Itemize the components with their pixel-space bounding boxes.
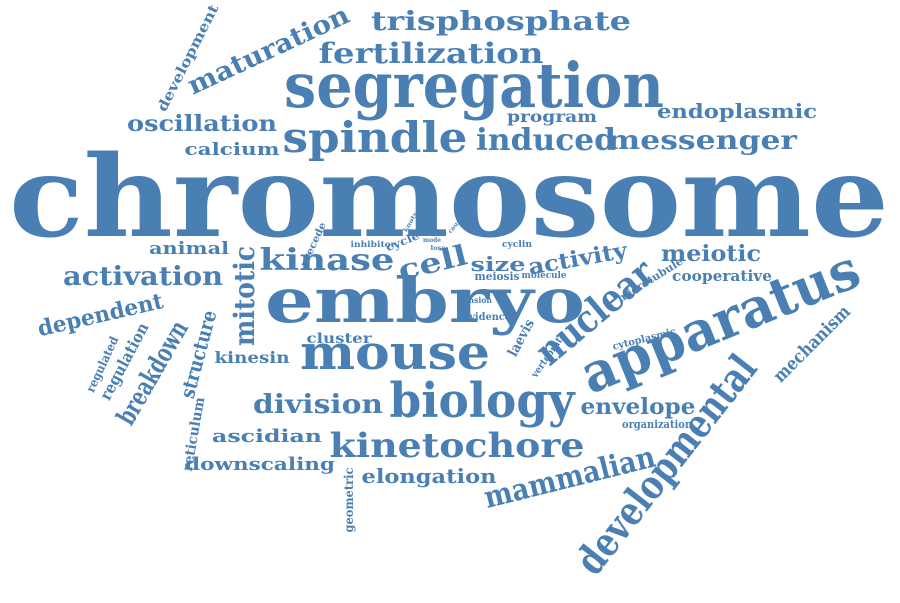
word-kinase: kinase <box>260 243 395 278</box>
word-egg: egg <box>458 288 468 294</box>
word-embryo: embryo <box>265 264 585 337</box>
word-geometric: geometric <box>342 468 356 533</box>
word-trisphosphate: trisphosphate <box>371 7 631 37</box>
word-program: program <box>507 107 597 126</box>
word-segregation: segregation <box>284 49 664 122</box>
word-tension: tension <box>460 295 492 305</box>
word-biology: biology <box>390 373 577 429</box>
word-evidence: evidence <box>463 312 511 323</box>
word-kinetochore: kinetochore <box>330 426 585 466</box>
word-organization: organization <box>622 418 692 431</box>
word-inhibitor: inhibitor <box>351 239 397 249</box>
word-induced: induced <box>476 123 616 158</box>
word-cyclin: cyclin <box>502 240 532 250</box>
word-elongation: elongation <box>362 464 498 488</box>
word-molecule: molecule <box>522 271 567 281</box>
word-spindle: spindle <box>283 113 468 162</box>
word-mode: mode <box>423 237 441 244</box>
word-messenger: messenger <box>607 126 797 156</box>
word-oscillation: oscillation <box>127 111 277 137</box>
word-development: development <box>155 1 223 114</box>
word-mouse: mouse <box>300 325 490 381</box>
word-activation: activation <box>63 262 223 292</box>
word-animal: animal <box>149 239 230 259</box>
word-cooperative: cooperative <box>672 267 772 285</box>
word-envelope: envelope <box>581 394 696 420</box>
word-endoplasmic: endoplasmic <box>657 99 817 123</box>
word-chromosome: chromosome <box>9 132 889 263</box>
word-meiosis: meiosis <box>475 270 520 283</box>
word-mitotic: mitotic <box>228 246 261 346</box>
word-ascidian: ascidian <box>212 426 322 447</box>
word-meiotic: meiotic <box>661 241 761 267</box>
word-size: size <box>471 252 526 276</box>
word-division: division <box>253 390 383 420</box>
word-calcium: calcium <box>185 140 280 160</box>
word-cluster: cluster <box>307 331 373 347</box>
word-downscaling: downscaling <box>185 454 335 475</box>
word-fertilization: fertilization <box>319 37 544 70</box>
word-loss: loss <box>431 245 447 252</box>
word-kinesin: kinesin <box>215 348 290 367</box>
